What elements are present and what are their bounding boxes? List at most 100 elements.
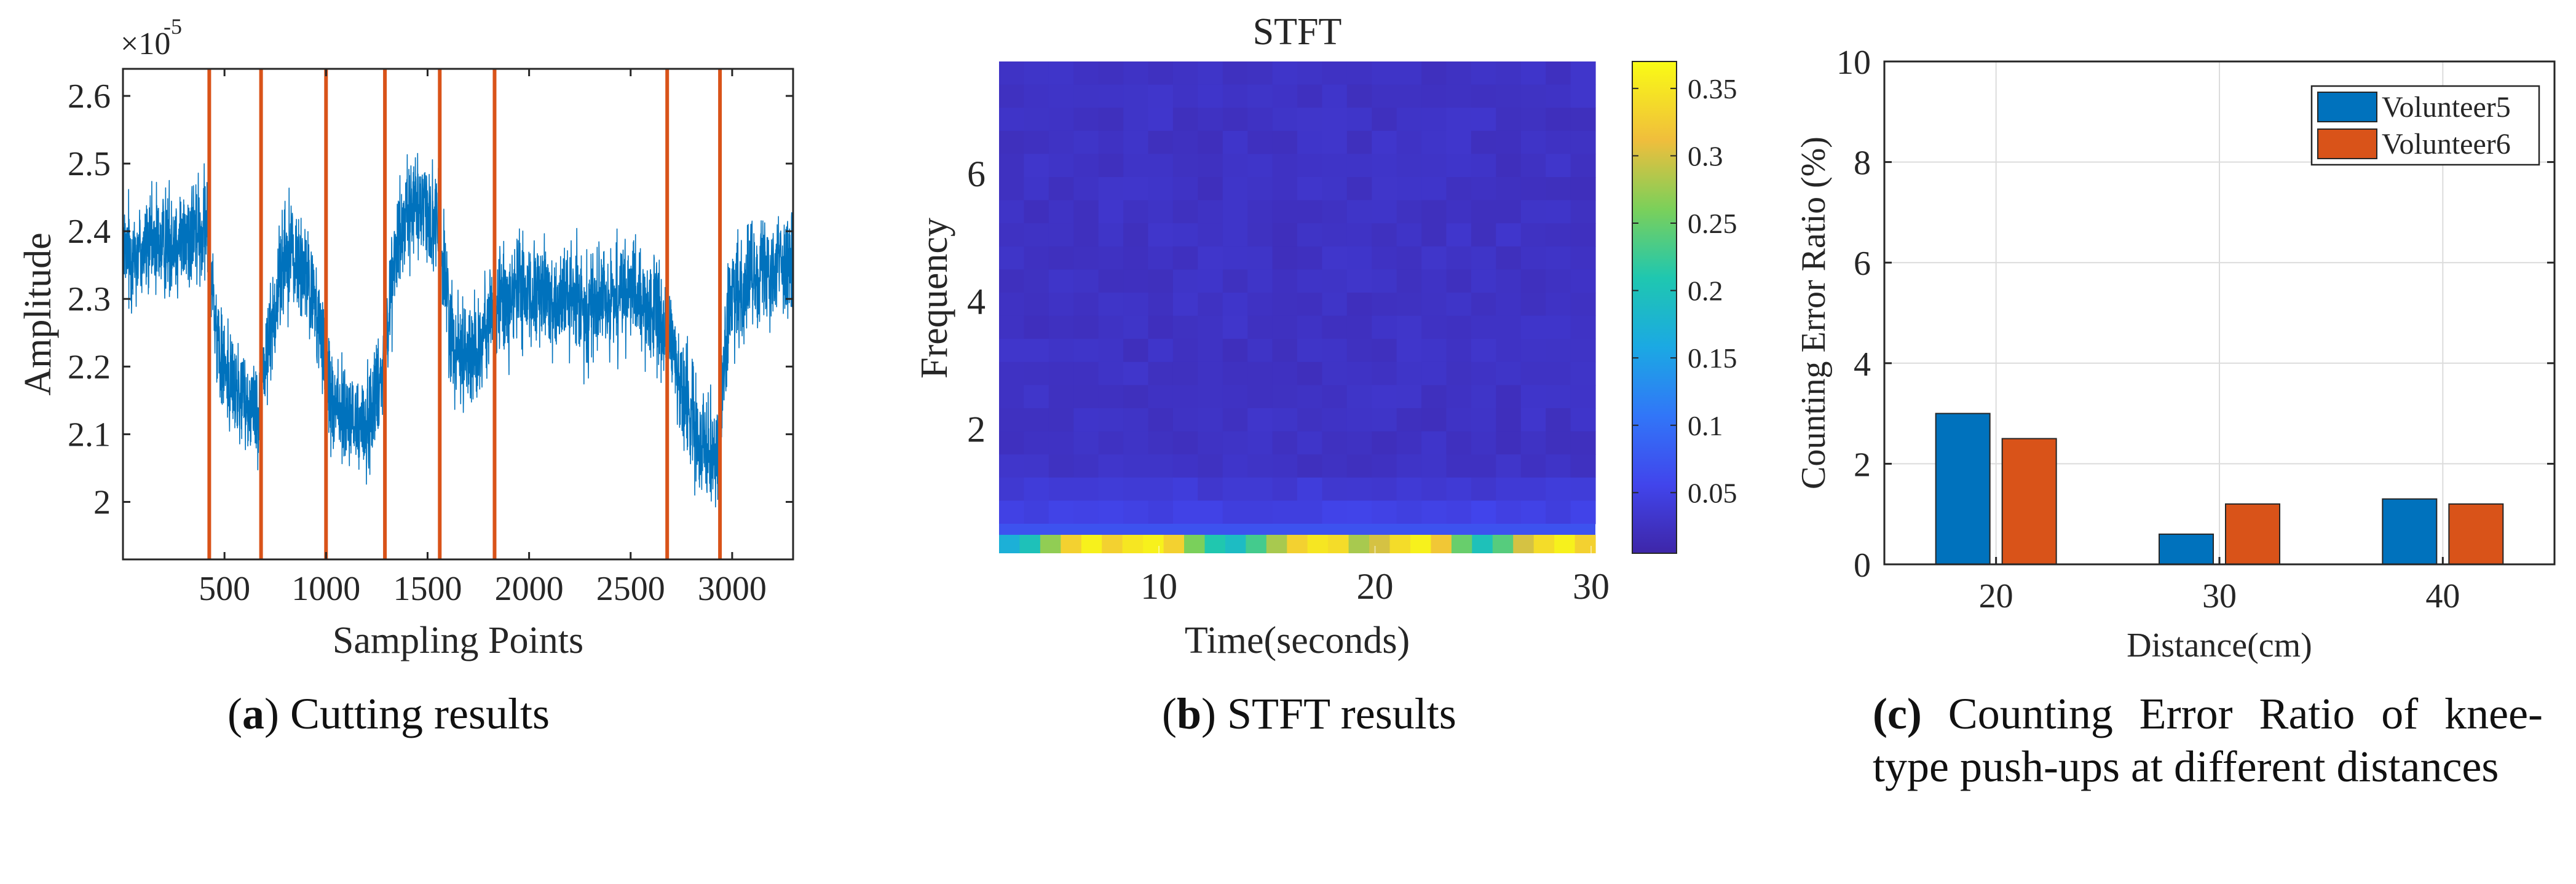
heatmap-cell	[1520, 200, 1546, 224]
heatmap-cell	[1073, 477, 1099, 501]
counting-error-bar-chart: 20 30 40 0 2 4 6 8 10 Distance(cm) Counting Err…	[1795, 44, 2556, 665]
caption-a-label: a	[242, 689, 264, 738]
heatmap-cell	[1546, 315, 1571, 339]
heatmap-cell	[1024, 223, 1049, 247]
heatmap-cell	[1421, 108, 1447, 132]
heatmap-cell	[1247, 315, 1273, 339]
heatmap-cell	[1073, 361, 1099, 385]
heatmap-cell	[1198, 154, 1223, 178]
heatmap-cell	[1272, 269, 1298, 293]
heatmap-cell	[1570, 61, 1596, 85]
heatmap-cell	[1297, 339, 1322, 363]
heatmap-cell	[1546, 293, 1571, 317]
x-tick-label-a: 2000	[495, 570, 564, 608]
heatmap-cell	[1372, 130, 1397, 154]
heatmap-cell	[1446, 454, 1472, 478]
heatmap-cell	[1148, 408, 1174, 432]
heatmap-cell	[1496, 315, 1522, 339]
heatmap-cell	[1346, 385, 1372, 409]
heatmap-cell	[1222, 454, 1248, 478]
heatmap-cell	[1446, 315, 1472, 339]
heatmap-cell	[1148, 385, 1174, 409]
heatmap-cell	[1496, 385, 1522, 409]
low-frequency-band-cell	[1287, 535, 1308, 553]
heatmap-cell	[1471, 408, 1496, 432]
heatmap-cell	[1496, 200, 1522, 224]
heatmap-cell	[1123, 154, 1149, 178]
heatmap-cell	[1520, 269, 1546, 293]
low-frequency-band-cell	[1204, 535, 1226, 553]
heatmap-cell	[1372, 361, 1397, 385]
heatmap-cell	[1520, 61, 1546, 85]
heatmap-cell	[1297, 454, 1322, 478]
low-frequency-band-cell	[1554, 535, 1576, 553]
heatmap-cell	[1421, 177, 1447, 201]
heatmap-cell	[1421, 361, 1447, 385]
y-axis-label-c: Counting Error Ratio (%)	[1795, 136, 1833, 489]
heatmap-cell	[1073, 385, 1099, 409]
cutting-results-chart: 500 1000 1500 2000 2500 3000 2 2.1 2.2 2.3 2.4 2.5…	[17, 14, 794, 661]
heatmap-cell	[1198, 408, 1223, 432]
heatmap-cell	[1024, 431, 1049, 455]
heatmap-cell	[1272, 61, 1298, 85]
heatmap-cell	[1148, 246, 1174, 270]
heatmap-cell	[1322, 431, 1348, 455]
heatmap-cell	[1247, 500, 1273, 524]
heatmap-cell	[1570, 84, 1596, 108]
heatmap-cell	[1372, 61, 1397, 85]
heatmap-cell	[1272, 315, 1298, 339]
caption-c: (c) Counting Error Ratio of knee- type p…	[1873, 687, 2543, 793]
heatmap-cell	[1272, 246, 1298, 270]
y-tick-label-a: 2.4	[68, 213, 111, 251]
heatmap-cell	[1272, 154, 1298, 178]
heatmap-cell	[1520, 246, 1546, 270]
heatmap-cell	[1172, 431, 1198, 455]
heatmap-cell	[1471, 223, 1496, 247]
heatmap-cell	[1421, 61, 1447, 85]
heatmap-cell	[1496, 339, 1522, 363]
heatmap-cell	[999, 108, 1024, 132]
heatmap-cell	[1421, 339, 1447, 363]
heatmap-cell	[999, 293, 1024, 317]
heatmap-cell	[1322, 154, 1348, 178]
heatmap-cell	[1098, 108, 1124, 132]
y-tick-label-a: 2.6	[68, 77, 111, 116]
heatmap-cell	[1546, 61, 1571, 85]
heatmap-cell	[1520, 130, 1546, 154]
heatmap-cell	[1222, 177, 1248, 201]
heatmap-cell	[1048, 269, 1074, 293]
heatmap-cell	[1222, 108, 1248, 132]
heatmap-cell	[1297, 84, 1322, 108]
heatmap-cell	[1247, 154, 1273, 178]
heatmap-cell	[1073, 177, 1099, 201]
heatmap-cell	[1446, 154, 1472, 178]
heatmap-cell	[1520, 408, 1546, 432]
heatmap-cell	[1272, 431, 1298, 455]
heatmap-cell	[1098, 385, 1124, 409]
heatmap-cell	[1346, 339, 1372, 363]
heatmap-cell	[1123, 108, 1149, 132]
heatmap-cell	[1172, 385, 1198, 409]
legend-swatch-volunteer5	[2317, 92, 2377, 122]
heatmap-cell	[1247, 385, 1273, 409]
heatmap-cell	[1297, 200, 1322, 224]
heatmap-cell	[1520, 361, 1546, 385]
heatmap-cell	[1198, 269, 1223, 293]
heatmap-cell	[1247, 269, 1273, 293]
heatmap-cell	[1372, 385, 1397, 409]
heatmap-cell	[1098, 223, 1124, 247]
heatmap-cell	[1247, 177, 1273, 201]
bar-volunteer6-20	[2001, 438, 2057, 565]
heatmap-cell	[1098, 477, 1124, 501]
heatmap-cell	[999, 177, 1024, 201]
low-frequency-band-cell	[1122, 535, 1144, 553]
heatmap-cell	[1198, 130, 1223, 154]
heatmap-cell	[1446, 130, 1472, 154]
heatmap-cell	[1172, 130, 1198, 154]
low-frequency-band-cell	[1225, 535, 1246, 553]
heatmap-cell	[1520, 477, 1546, 501]
heatmap-cell	[1148, 315, 1174, 339]
y-tick-label-c: 10	[1836, 44, 1871, 82]
heatmap-cell	[1421, 293, 1447, 317]
